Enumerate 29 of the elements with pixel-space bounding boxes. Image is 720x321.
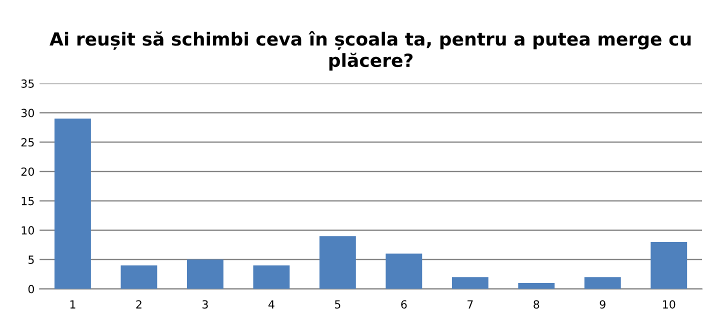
y-tick-label: 15 — [22, 196, 34, 206]
bar — [120, 265, 158, 289]
y-tick-label: 35 — [21, 79, 34, 88]
chart-title: Ai reușit să schimbi ceva în școala ta, pentru a putea merge cu plăcere? — [50, 31, 691, 71]
y-tick-label: 10 — [22, 226, 34, 235]
bar — [452, 277, 488, 289]
x-tick-label: 2 — [136, 300, 142, 308]
bar — [319, 236, 356, 289]
x-tick-label: 8 — [534, 300, 540, 309]
bar — [253, 265, 290, 289]
x-tick-label: 3 — [202, 300, 208, 309]
y-tick-label: 20 — [21, 167, 34, 176]
y-tick-label: 0 — [28, 284, 34, 294]
x-tick-label: 6 — [401, 300, 407, 309]
y-tick-label: 25 — [21, 138, 34, 147]
x-tick-label: 9 — [600, 300, 606, 309]
x-tick-label: 5 — [335, 300, 340, 309]
x-tick-label: 1 — [70, 300, 76, 308]
y-tick-label: 30 — [21, 108, 34, 118]
bar — [650, 242, 688, 289]
x-tick-label: 10 — [663, 300, 676, 309]
bar — [54, 118, 91, 289]
bar — [518, 283, 555, 289]
y-tick-label: 5 — [28, 256, 34, 264]
bar — [584, 277, 621, 289]
x-tick-label: 7 — [468, 300, 473, 308]
bar — [386, 254, 422, 289]
bar — [186, 260, 224, 289]
x-tick-label: 4 — [268, 300, 274, 308]
